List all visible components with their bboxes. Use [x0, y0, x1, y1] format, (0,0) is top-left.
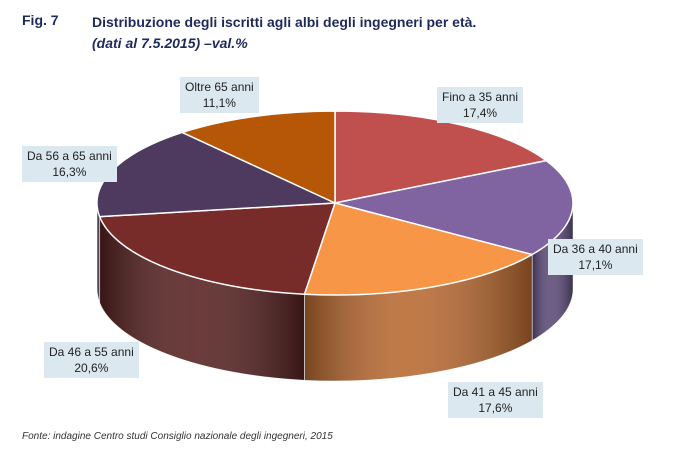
slice-label-name: Da 41 a 45 anni [453, 385, 538, 399]
label-fino-35: Fino a 35 anni 17,4% [437, 87, 524, 123]
slice-label-name: Oltre 65 anni [185, 80, 254, 94]
figure-number: Fig. 7 [22, 12, 59, 28]
label-46-55: Da 46 a 55 anni 20,6% [44, 342, 139, 378]
pie-side-shade-41-45 [304, 254, 533, 382]
pie-slice-36-40 [334, 159, 574, 256]
pie-slice-fino-35 [334, 110, 548, 204]
slice-label-value: 20,6% [74, 361, 109, 375]
pie-slice-oltre-65 [181, 110, 336, 204]
pie-slice-46-55 [98, 202, 336, 295]
label-41-45: Da 41 a 45 anni 17,6% [448, 382, 543, 418]
label-56-65: Da 56 a 65 anni 16,3% [22, 146, 117, 182]
pie-side-shade-46-55 [99, 216, 305, 381]
chart-subtitle: (dati al 7.5.2015) –val.% [92, 35, 248, 51]
label-oltre-65: Oltre 65 anni 11,1% [180, 77, 259, 113]
slice-label-value: 17,6% [478, 401, 513, 415]
slice-label-value: 16,3% [52, 165, 87, 179]
slice-label-name: Fino a 35 anni [442, 90, 519, 104]
slice-label-value: 11,1% [202, 96, 236, 110]
slice-label-name: Da 46 a 55 anni [49, 345, 134, 359]
chart-title: Distribuzione degli iscritti agli albi d… [92, 12, 476, 54]
slice-label-name: Da 56 a 65 anni [27, 149, 112, 163]
label-36-40: Da 36 a 40 anni 17,1% [548, 239, 643, 275]
pie-side-shade-56-65 [97, 203, 100, 303]
slice-label-value: 17,1% [578, 258, 613, 272]
slice-label-value: 17,4% [463, 106, 498, 120]
chart-title-main: Distribuzione degli iscritti agli albi d… [92, 14, 477, 30]
slice-label-name: Da 36 a 40 anni [553, 242, 638, 256]
source-note: Fonte: indagine Centro studi Consiglio n… [22, 431, 333, 442]
pie-slice-41-45 [303, 202, 533, 296]
